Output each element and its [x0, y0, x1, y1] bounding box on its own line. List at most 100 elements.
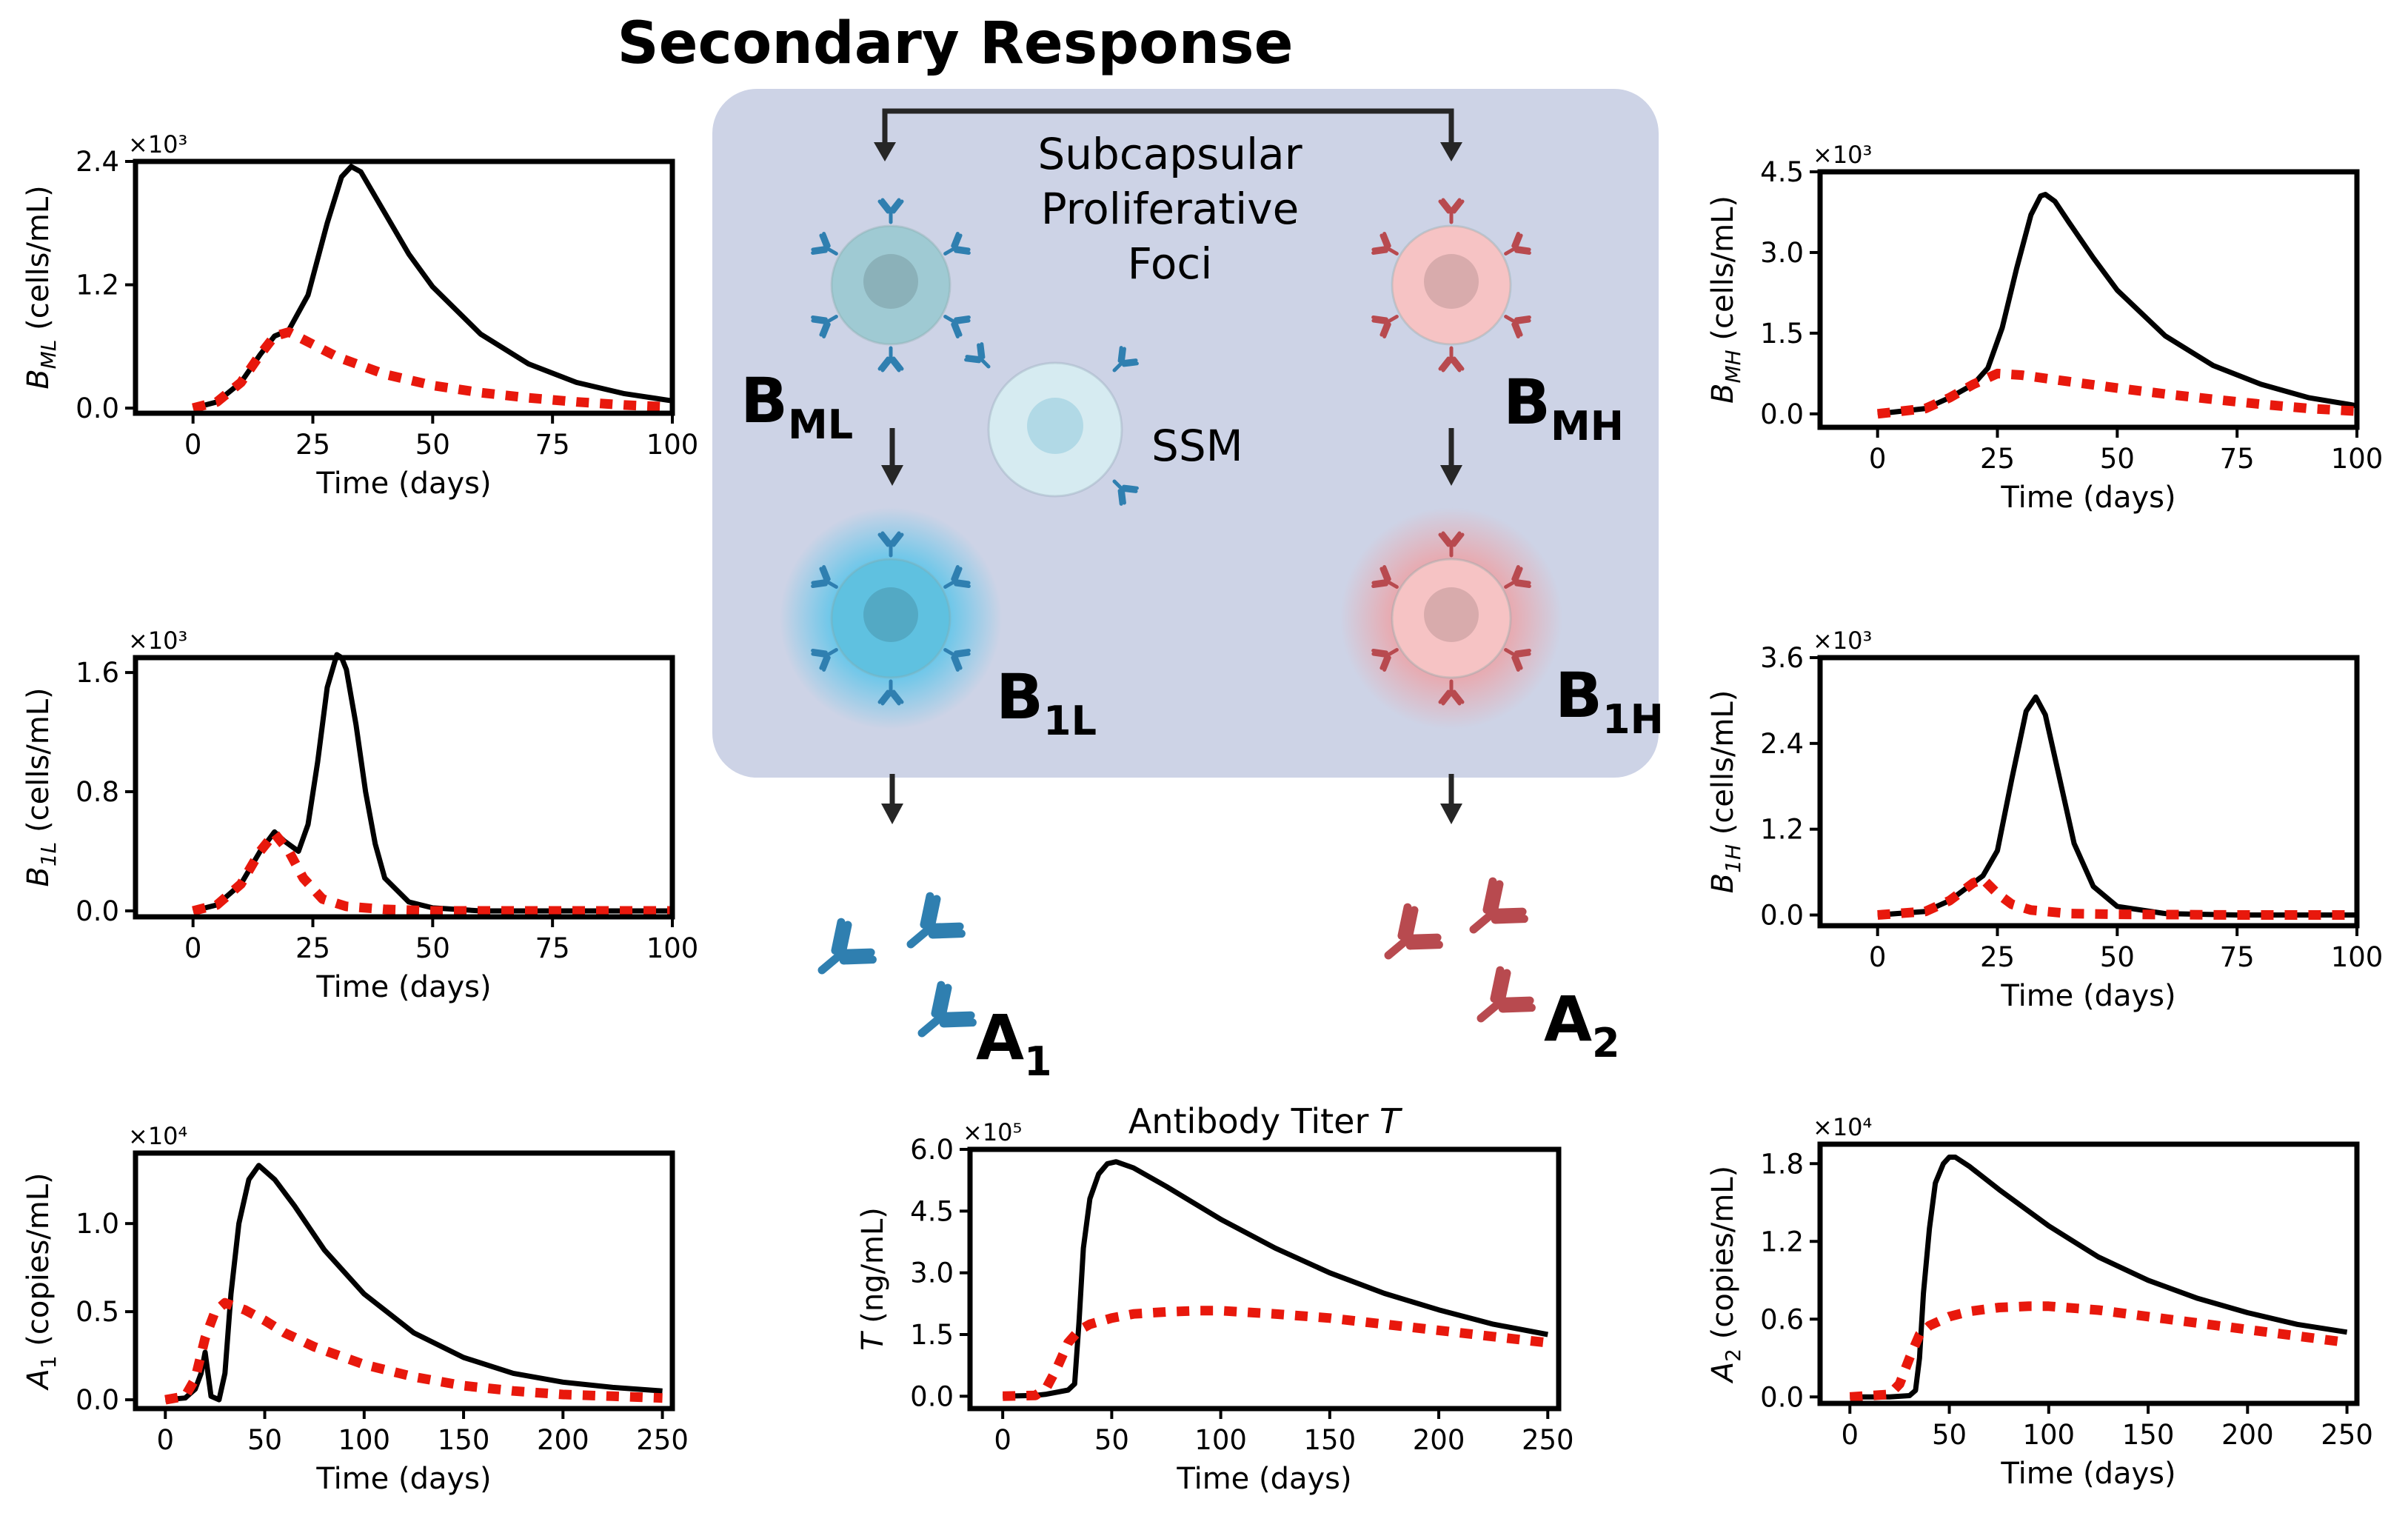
arrowhead-b1h-a2	[1440, 804, 1462, 824]
y-tick-label: 2.4	[76, 146, 119, 178]
secreted-antibody-icon	[806, 920, 875, 989]
x-tick-label: 25	[1980, 941, 2015, 973]
y-tick-label: 4.5	[910, 1195, 954, 1227]
x-tick-label: 25	[295, 429, 330, 461]
y-tick-label: 1.8	[1760, 1148, 1804, 1180]
x-tick-label: 100	[2022, 1419, 2075, 1451]
x-tick-label: 50	[415, 429, 450, 461]
b1h-cell	[1340, 507, 1562, 729]
b1l-label: B1L	[996, 661, 1097, 744]
series-dotted-line	[1003, 1306, 1549, 1401]
y-tick-label: 1.5	[1760, 318, 1804, 350]
axis-multiplier: ×10³	[1813, 141, 1872, 169]
x-tick-label: 50	[2100, 443, 2135, 475]
chart-a1: 0 50 100 150 200 250 0.0 0.5 1.0 ×10⁴ Time (days) A…	[21, 1122, 689, 1496]
y-tick-label: 0.0	[1760, 1381, 1804, 1413]
y-axis-label: BML (cells/mL)	[21, 185, 61, 390]
a2-label: A2	[1544, 983, 1620, 1066]
b1l-cell	[780, 507, 1002, 729]
series-dotted-line	[1877, 874, 2357, 920]
y-axis-label: A2 (copies/mL)	[1706, 1166, 1745, 1384]
chart-bmh: 0 25 50 75 100 0.0 1.5 3.0 4.5 ×10³ Time (days) BMH…	[1706, 141, 2383, 515]
x-tick-label: 0	[1869, 941, 1887, 973]
series-dotted-line	[1876, 368, 2358, 419]
y-axis-label: A1 (copies/mL)	[21, 1172, 61, 1391]
x-tick-label: 75	[535, 932, 570, 964]
y-tick-label: 0.0	[910, 1380, 954, 1412]
chart-bml: 0 25 50 75 100 0.0 1.2 2.4 ×10³ Time (days) BML (c…	[21, 130, 698, 501]
ssm-nucleus	[1027, 398, 1083, 454]
cell-nucleus	[863, 587, 918, 642]
x-tick-label: 200	[537, 1424, 589, 1456]
cell-body	[830, 224, 952, 346]
series-dotted-line	[192, 327, 673, 413]
x-tick-label: 100	[646, 932, 699, 964]
x-tick-label: 50	[247, 1424, 282, 1456]
x-tick-label: 75	[535, 429, 570, 461]
x-tick-label: 100	[646, 429, 699, 461]
x-tick-label: 200	[1413, 1424, 1465, 1456]
y-tick-label: 1.6	[76, 657, 119, 689]
arrowhead-right-top	[1440, 142, 1462, 161]
y-tick-label: 0.0	[1760, 900, 1804, 932]
series-solid-line	[1003, 1159, 1548, 1399]
x-tick-label: 0	[1869, 443, 1887, 475]
plot-frame	[133, 655, 675, 920]
y-tick-label: 0.8	[76, 776, 119, 808]
y-tick-label: 0.0	[76, 895, 119, 927]
plot-frame	[1817, 655, 2360, 929]
axis-multiplier: ×10⁵	[963, 1118, 1022, 1146]
region-label-line-1: Subcapsular	[1037, 129, 1302, 179]
y-axis-label: B1H (cells/mL)	[1706, 690, 1745, 894]
bml-cell	[812, 200, 970, 370]
plot-frame	[1817, 1141, 2360, 1406]
x-axis-label: Time (days)	[315, 467, 491, 501]
y-tick-label: 1.5	[910, 1319, 954, 1351]
series-dotted-line	[192, 828, 672, 916]
y-tick-label: 2.4	[1760, 728, 1804, 760]
ssm-cell	[965, 343, 1138, 505]
x-tick-label: 150	[2122, 1419, 2175, 1451]
cell-nucleus	[1424, 254, 1479, 309]
arrowhead-b1l-a1	[881, 804, 903, 824]
bmh-label: BMH	[1503, 366, 1624, 450]
diagram: Subcapsular Proliferative Foci BML BMH B…	[712, 89, 1664, 1085]
x-axis-label: Time (days)	[1176, 1462, 1351, 1496]
plot-frame	[967, 1146, 1562, 1412]
x-tick-label: 50	[1094, 1424, 1129, 1456]
y-tick-label: 3.0	[910, 1258, 954, 1289]
x-axis-label: Time (days)	[2000, 481, 2175, 515]
region-label-line-3: Foci	[1128, 238, 1213, 289]
figure-title: Secondary Response	[617, 10, 1293, 77]
y-tick-label: 1.2	[1760, 1226, 1804, 1258]
x-tick-label: 0	[1842, 1419, 1859, 1451]
chart-antibody-titer: 0 50 100 150 200 250 0.0 1.5 3.0 4.5 6.0 ×10⁵ Time (…	[856, 1101, 1574, 1496]
arrowhead-left-top	[874, 142, 896, 161]
secreted-antibody-icon	[895, 894, 964, 963]
x-tick-label: 100	[2331, 443, 2384, 475]
y-tick-label: 4.5	[1760, 156, 1804, 188]
arrowhead-bml-b1l	[881, 465, 903, 486]
chart-a2: 0 50 100 150 200 250 0.0 0.6 1.2 1.8 ×10⁴ Time (day…	[1706, 1113, 2373, 1491]
y-tick-label: 0.5	[76, 1296, 119, 1328]
region-label-line-2: Proliferative	[1041, 184, 1300, 234]
a2-antibodies	[1373, 879, 1534, 1037]
x-tick-label: 150	[1304, 1424, 1357, 1456]
secreted-antibody-icon	[906, 983, 975, 1052]
plot-frame	[133, 1150, 675, 1412]
x-axis-label: Time (days)	[2000, 1457, 2175, 1491]
cell-nucleus	[863, 254, 918, 309]
b1h-label: B1H	[1555, 659, 1664, 743]
bmh-cell	[1372, 200, 1531, 370]
a1-antibodies	[806, 894, 975, 1052]
series-solid-line	[1877, 192, 2358, 417]
y-axis-label: B1L (cells/mL)	[21, 687, 61, 886]
x-tick-label: 0	[184, 932, 202, 964]
chart-b1l: 0 25 50 75 100 0.0 0.8 1.6 ×10³ Time (days) B1L (c…	[21, 627, 698, 1004]
x-axis-label: Time (days)	[2000, 979, 2175, 1013]
bml-label: BML	[740, 364, 853, 448]
ssm-label: SSM	[1151, 421, 1243, 471]
cell-body	[1391, 224, 1512, 346]
y-tick-label: 1.2	[1760, 814, 1804, 846]
